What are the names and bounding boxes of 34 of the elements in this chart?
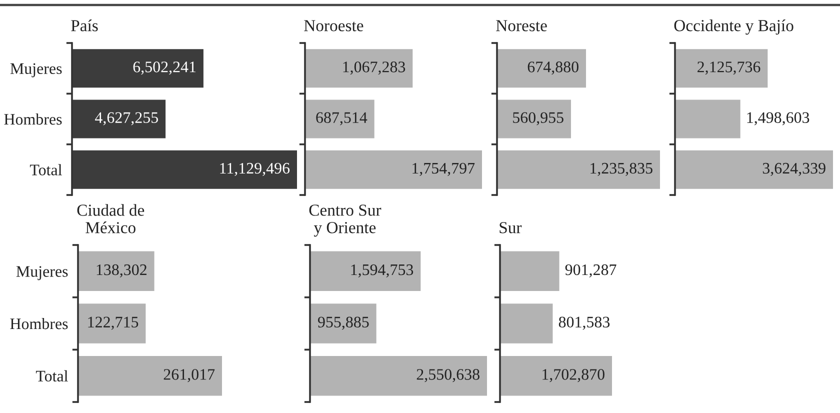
- data-label: 901,287: [565, 264, 616, 278]
- data-label: 1,594,753: [351, 264, 414, 278]
- data-label: 2,125,736: [698, 62, 760, 75]
- data-label: 1,067,283: [343, 62, 406, 75]
- y-tick-label: Total: [30, 164, 62, 176]
- chart-title: Occidente y Bajío: [674, 19, 794, 35]
- data-label: 138,302: [96, 264, 146, 278]
- data-label: 1,754,797: [412, 162, 475, 176]
- data-label: 674,880: [528, 62, 578, 75]
- chart-title: Noroeste: [304, 20, 364, 32]
- y-tick-label: Total: [36, 370, 68, 382]
- y-tick-label: Hombres: [10, 318, 68, 330]
- data-label: 11,129,496: [220, 162, 290, 176]
- chart-title: Noreste: [496, 20, 547, 32]
- data-label: 1,498,603: [747, 112, 810, 126]
- data-label: 3,624,339: [762, 162, 826, 176]
- data-label: 1,702,870: [542, 369, 604, 382]
- y-tick-label: Mujeres: [16, 266, 68, 280]
- chart-title: Centro Sur y Oriente: [309, 204, 382, 237]
- chart-title: Ciudad de México: [77, 204, 144, 234]
- data-label: 560,955: [513, 112, 564, 126]
- data-label: 955,885: [318, 316, 369, 330]
- data-label: 801,583: [558, 316, 610, 330]
- chart-title: Sur: [500, 222, 522, 234]
- data-label: 6,502,241: [133, 62, 196, 75]
- data-label: 1,235,835: [590, 162, 652, 176]
- chart-title: País: [71, 20, 98, 32]
- data-label: 687,514: [316, 112, 368, 126]
- data-label: 261,017: [164, 369, 215, 382]
- y-tick-label: Mujeres: [10, 63, 62, 78]
- data-label: 2,550,638: [416, 369, 480, 382]
- y-tick-label: Hombres: [4, 113, 62, 125]
- data-label: 4,627,255: [95, 112, 158, 126]
- data-label: 122,715: [88, 316, 138, 330]
